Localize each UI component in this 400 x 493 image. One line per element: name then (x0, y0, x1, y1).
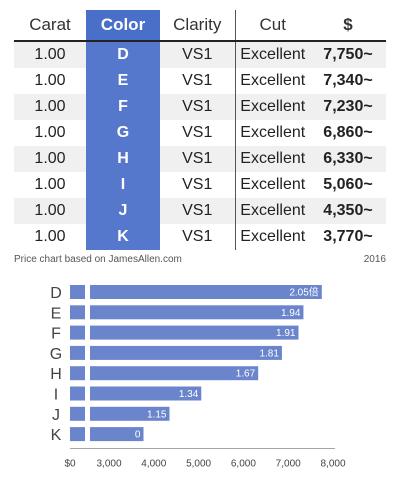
color-cell: J (86, 198, 160, 224)
color-cell: H (86, 146, 160, 172)
carat-cell: 1.00 (14, 41, 86, 68)
table-row: 1.00 K VS1 Excellent 3,770~ (14, 224, 386, 250)
category-label: J (52, 407, 60, 424)
price-bar-chart: D 2.05倍 E 1.94 F 1.91 G 1.81 H 1.67 I 1.34 J 1.15 K 0 $0… (50, 285, 346, 469)
bar-stub (70, 305, 85, 320)
carat-cell: 1.00 (14, 198, 86, 224)
table-row: 1.00 H VS1 Excellent 6,330~ (14, 146, 386, 172)
cut-cell: Excellent (234, 146, 310, 172)
color-cell: E (86, 68, 160, 94)
category-label: I (54, 387, 58, 404)
header-color: Color (86, 10, 160, 42)
carat-cell: 1.00 (14, 94, 86, 120)
bar-stub (70, 406, 85, 421)
header-price: $ (310, 10, 386, 42)
cut-cell: Excellent (234, 68, 310, 94)
cut-cell: Excellent (234, 94, 310, 120)
price-cell: 5,060~ (310, 172, 386, 198)
x-tick-label: 4,000 (141, 458, 166, 469)
price-cell: 7,340~ (310, 68, 386, 94)
bar-stub (70, 285, 85, 299)
header-cut: Cut (234, 10, 310, 42)
color-cell: K (86, 224, 160, 250)
category-label: D (50, 285, 62, 302)
table-row: 1.00 J VS1 Excellent 4,350~ (14, 198, 386, 224)
table-header-row: Carat Color Clarity Cut $ (14, 10, 386, 42)
data-label: 0 (135, 430, 141, 441)
table-row: 1.00 E VS1 Excellent 7,340~ (14, 68, 386, 94)
clarity-cell: VS1 (160, 172, 235, 198)
carat-cell: 1.00 (14, 68, 86, 94)
bar (90, 386, 202, 401)
category-label: G (50, 346, 62, 363)
table-row: 1.00 F VS1 Excellent 7,230~ (14, 94, 386, 120)
cut-cell: Excellent (234, 224, 310, 250)
data-label: 1.94 (281, 308, 301, 319)
x-tick-label: 3,000 (96, 458, 121, 469)
bar-stub (70, 345, 85, 360)
table-row: 1.00 G VS1 Excellent 6,860~ (14, 120, 386, 146)
price-table-area: Carat Color Clarity Cut $ 1.00 D VS1 Excell… (14, 10, 386, 250)
header-clarity: Clarity (160, 10, 235, 42)
x-tick-label: 5,000 (186, 458, 211, 469)
color-cell: I (86, 172, 160, 198)
bar (90, 285, 322, 299)
bar-stub (70, 427, 85, 442)
price-table: Carat Color Clarity Cut $ 1.00 D VS1 Excell… (14, 10, 386, 250)
x-tick-label: $0 (64, 458, 76, 469)
price-cell: 7,230~ (310, 94, 386, 120)
x-tick-label: 6,000 (231, 458, 256, 469)
price-cell: 6,860~ (310, 120, 386, 146)
price-cell: 3,770~ (310, 224, 386, 250)
clarity-cell: VS1 (160, 198, 235, 224)
cut-cell: Excellent (234, 172, 310, 198)
bar (90, 366, 259, 381)
bar (90, 325, 299, 340)
category-label: K (51, 427, 62, 444)
clarity-cell: VS1 (160, 94, 235, 120)
data-label: 1.15 (147, 409, 167, 420)
clarity-cell: VS1 (160, 68, 235, 94)
cut-cell: Excellent (234, 198, 310, 224)
color-cell: D (86, 41, 160, 68)
bar-stub (70, 366, 85, 381)
data-label: 2.05倍 (289, 286, 318, 299)
cut-cell: Excellent (234, 41, 310, 68)
data-label: 1.91 (276, 328, 296, 339)
year-caption: 2016 (363, 254, 386, 265)
carat-cell: 1.00 (14, 172, 86, 198)
bar-stub (70, 325, 85, 340)
data-label: 1.67 (236, 369, 256, 380)
table-row: 1.00 I VS1 Excellent 5,060~ (14, 172, 386, 198)
clarity-cell: VS1 (160, 146, 235, 172)
clarity-cell: VS1 (160, 120, 235, 146)
cut-cell: Excellent (234, 120, 310, 146)
category-label: F (51, 326, 61, 343)
bar (90, 406, 170, 421)
clarity-cell: VS1 (160, 41, 235, 68)
x-tick-label: 8,000 (320, 458, 345, 469)
header-carat: Carat (14, 10, 86, 42)
category-label: H (50, 366, 62, 383)
bar (90, 427, 144, 442)
carat-cell: 1.00 (14, 120, 86, 146)
carat-cell: 1.00 (14, 224, 86, 250)
color-cell: G (86, 120, 160, 146)
clarity-cell: VS1 (160, 224, 235, 250)
color-cell: F (86, 94, 160, 120)
bar (90, 345, 282, 360)
carat-cell: 1.00 (14, 146, 86, 172)
price-cell: 7,750~ (310, 41, 386, 68)
bar (90, 305, 304, 320)
data-label: 1.34 (179, 389, 199, 400)
x-tick-label: 7,000 (276, 458, 301, 469)
category-label: E (51, 305, 62, 322)
data-label: 1.81 (259, 348, 279, 359)
table-row: 1.00 D VS1 Excellent 7,750~ (14, 41, 386, 68)
source-caption: Price chart based on JamesAllen.com (14, 254, 182, 265)
price-cell: 6,330~ (310, 146, 386, 172)
bar-stub (70, 386, 85, 401)
price-cell: 4,350~ (310, 198, 386, 224)
caption-row: Price chart based on JamesAllen.com 2016 (14, 254, 386, 270)
